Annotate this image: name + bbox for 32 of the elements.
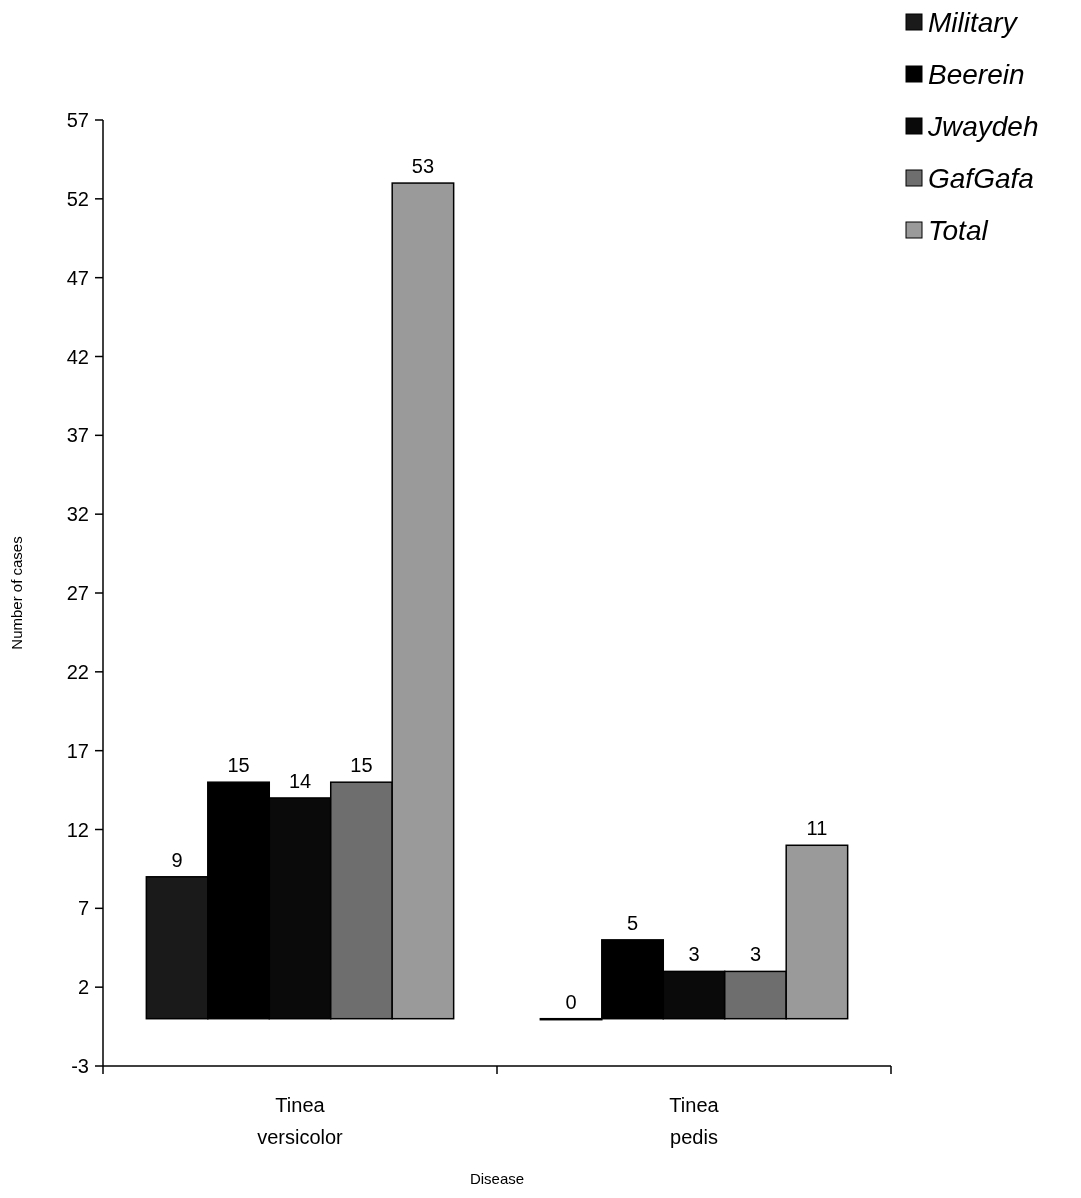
- data-label: 53: [411, 155, 435, 178]
- legend-label: Total: [928, 214, 989, 246]
- x-tick-label: Tinea pedis: [669, 1094, 720, 1148]
- y-tick-label: 22: [66, 660, 89, 683]
- data-label: 15: [227, 754, 250, 777]
- y-tick-label: 52: [66, 187, 89, 210]
- y-axis-title: Number of cases: [8, 536, 25, 650]
- data-label: 11: [806, 817, 828, 840]
- y-tick-label: -3: [71, 1055, 89, 1077]
- data-label: 9: [171, 848, 183, 871]
- data-label: 15: [350, 754, 373, 777]
- data-label: 3: [688, 943, 700, 966]
- y-tick-label: 37: [66, 424, 89, 447]
- y-tick-label: 2: [77, 976, 89, 999]
- y-tick-label: 47: [66, 266, 89, 289]
- x-tick-label: Tinea versicolor: [257, 1094, 344, 1148]
- data-label: 0: [565, 990, 577, 1013]
- y-tick-label: 32: [66, 503, 89, 526]
- y-tick-label: 27: [66, 582, 89, 604]
- x-axis-title: Disease: [469, 1170, 525, 1187]
- legend-label: Beerein: [928, 58, 1025, 90]
- y-tick-label: 7: [77, 897, 89, 920]
- y-tick-label: 57: [66, 109, 89, 131]
- y-tick-label: 42: [66, 345, 89, 368]
- legend-label: GafGafa: [928, 162, 1034, 194]
- y-tick-label: 12: [66, 818, 89, 841]
- data-label: 5: [626, 911, 639, 934]
- legend-label: Military: [928, 6, 1019, 38]
- data-label: 3: [749, 943, 762, 966]
- y-tick-label: 17: [66, 739, 89, 762]
- data-label: 14: [288, 769, 312, 792]
- legend-label: Jwaydeh: [927, 110, 1039, 142]
